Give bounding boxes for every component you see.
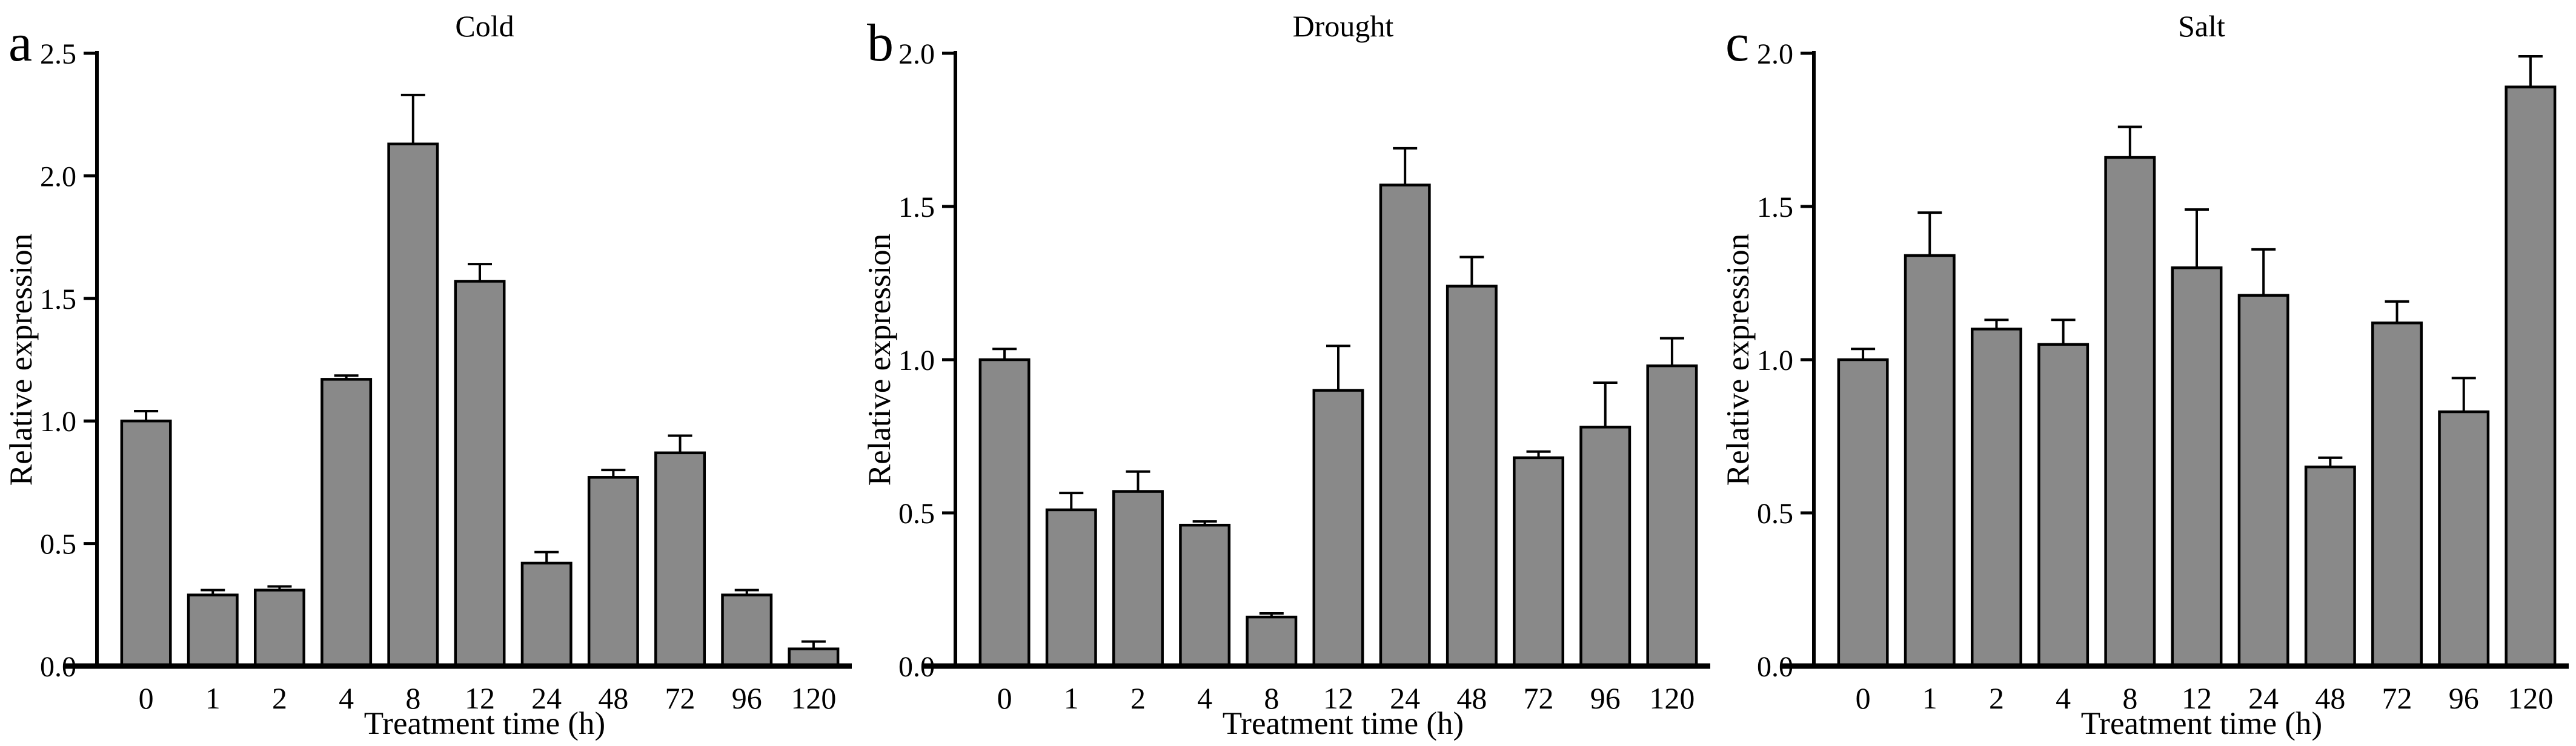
- bar: [2171, 266, 2223, 668]
- x-category-label: 12: [1323, 681, 1353, 715]
- x-category-label: 12: [465, 681, 495, 715]
- x-category-label: 120: [791, 681, 836, 715]
- bar: [1513, 456, 1565, 668]
- x-category-label: 120: [1649, 681, 1695, 715]
- x-category-label: 48: [1456, 681, 1487, 715]
- panel-b-drought: b Drought Relative expression Treatment …: [858, 0, 1717, 746]
- bar: [454, 280, 506, 668]
- panel-letter-b: b: [867, 14, 894, 73]
- x-category-label: 8: [1264, 681, 1279, 715]
- y-tick-label: 1.0: [1757, 345, 1793, 377]
- y-tick-label: 2.0: [898, 38, 935, 70]
- plot-area: 0.00.51.01.52.00 1 2 4 8 12 24 48 72 96 120: [898, 38, 1710, 715]
- bar: [654, 451, 706, 668]
- x-category-label: 24: [1390, 681, 1420, 715]
- bar: [2037, 343, 2090, 668]
- y-axis-label: Relative expression: [862, 234, 897, 486]
- bar: [320, 378, 373, 668]
- chart-title-drought: Drought: [1293, 9, 1394, 43]
- bar: [587, 476, 639, 668]
- bar: [1837, 358, 1889, 668]
- y-axis-label: Relative expression: [1721, 234, 1756, 486]
- x-category-label: 24: [531, 681, 562, 715]
- chart-title-cold: Cold: [455, 9, 514, 43]
- x-category-label: 4: [339, 681, 354, 715]
- bar: [187, 593, 239, 668]
- x-category-label: 2: [1989, 681, 2004, 715]
- x-category-label: 120: [2508, 681, 2553, 715]
- x-category-label: 2: [272, 681, 287, 715]
- panel-c-salt: c Salt Relative expression Treatment tim…: [1717, 0, 2575, 746]
- y-tick-label: 2.0: [40, 160, 76, 193]
- bar: [721, 593, 773, 668]
- bar: [1312, 389, 1364, 668]
- panel-letter-c: c: [1725, 14, 1749, 73]
- y-tick-label: 1.5: [898, 191, 935, 223]
- x-category-label: 96: [2449, 681, 2479, 715]
- y-tick-label: 0.5: [898, 498, 935, 530]
- bar: [253, 589, 305, 668]
- chart-title-salt: Salt: [2178, 9, 2225, 43]
- x-category-label: 2: [1130, 681, 1146, 715]
- y-tick-label: 1.5: [40, 283, 76, 315]
- bar: [1246, 615, 1298, 668]
- x-category-label: 1: [1922, 681, 1937, 715]
- bar: [1179, 523, 1231, 668]
- x-category-label: 1: [205, 681, 221, 715]
- bar: [387, 142, 439, 668]
- y-tick-label: 2.0: [1757, 38, 1793, 70]
- panel-letter-a: a: [8, 14, 32, 73]
- x-axis-label: Treatment time (h): [364, 706, 605, 741]
- bar: [1904, 254, 1956, 668]
- bar: [120, 419, 172, 668]
- y-tick-label: 1.0: [40, 406, 76, 438]
- bar: [1446, 285, 1498, 668]
- x-category-label: 4: [1197, 681, 1212, 715]
- x-category-label: 24: [2248, 681, 2279, 715]
- y-tick-label: 2.5: [40, 38, 76, 70]
- x-category-label: 4: [2056, 681, 2071, 715]
- panel-a-cold: a Cold Relative expression Treatment tim…: [0, 0, 858, 746]
- bar: [1112, 490, 1164, 668]
- x-axis-label: Treatment time (h): [1223, 706, 1464, 741]
- y-tick-label: 1.5: [1757, 191, 1793, 223]
- y-axis-label: Relative expression: [4, 234, 39, 486]
- y-tick-label: 0.5: [1757, 498, 1793, 530]
- bar: [2438, 410, 2490, 668]
- y-tick-label: 0.5: [40, 529, 76, 561]
- x-category-label: 1: [1064, 681, 1079, 715]
- x-category-label: 72: [665, 681, 695, 715]
- plot-area: 0.00.51.01.52.02.50 1 2 4 8 12 24 48 72 96 120: [40, 38, 852, 715]
- bar: [1646, 364, 1698, 668]
- bar: [2237, 294, 2289, 668]
- x-category-label: 48: [598, 681, 628, 715]
- x-category-label: 0: [139, 681, 154, 715]
- x-category-label: 8: [405, 681, 420, 715]
- x-category-label: 8: [2122, 681, 2137, 715]
- plot-area: 0.00.51.01.52.00 1 2 4 8 12 24 48 72 96 120: [1757, 38, 2569, 715]
- bar: [978, 358, 1031, 668]
- bar: [1045, 508, 1097, 668]
- x-category-label: 12: [2182, 681, 2212, 715]
- x-category-label: 0: [1856, 681, 1871, 715]
- x-axis-label: Treatment time (h): [2081, 706, 2322, 741]
- bar: [1579, 426, 1632, 668]
- bar: [2304, 465, 2356, 668]
- bar: [2104, 156, 2156, 668]
- x-category-label: 48: [2315, 681, 2345, 715]
- bar: [2371, 322, 2423, 668]
- x-category-label: 96: [732, 681, 762, 715]
- x-category-label: 96: [1590, 681, 1621, 715]
- bar: [520, 561, 573, 668]
- x-category-label: 72: [1524, 681, 1554, 715]
- bar: [1379, 183, 1431, 668]
- x-category-label: 0: [997, 681, 1012, 715]
- bar: [2505, 85, 2557, 668]
- y-tick-label: 1.0: [898, 345, 935, 377]
- x-category-label: 72: [2382, 681, 2412, 715]
- bar: [1970, 328, 2022, 668]
